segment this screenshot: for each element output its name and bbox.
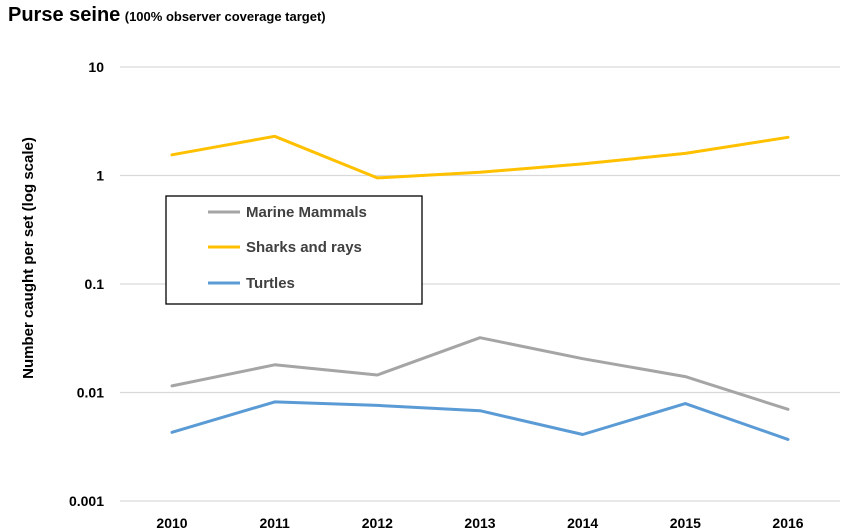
x-axis-tick-labels: 2010 2011 2012 2013 2014 2015 2016 [156,515,803,531]
chart-title-block: Purse seine (100% observer coverage targ… [8,4,326,27]
chart-subtitle: (100% observer coverage target) [124,9,326,24]
x-tick-label: 2016 [772,515,803,531]
y-axis-tick-labels: 10 1 0.1 0.01 0.001 [69,59,104,509]
series-line-turtles [170,400,790,441]
x-tick-label: 2010 [156,515,187,531]
series-line-sharks-and-rays [170,134,790,180]
y-tick-label: 10 [88,59,104,75]
legend-box [165,195,423,305]
y-tick-label: 0.1 [85,276,105,292]
x-tick-label: 2015 [670,515,701,531]
series-line-marine-mammals [170,336,790,411]
series-lines [170,134,790,441]
legend-label-marine-mammals: Marine Mammals [246,204,367,221]
y-tick-label: 1 [96,168,104,184]
legend-label-sharks-and-rays: Sharks and rays [246,239,362,256]
legend-label-turtles: Turtles [246,275,295,292]
x-tick-label: 2014 [567,515,598,531]
legend: Marine Mammals Sharks and rays Turtles [165,195,423,305]
x-tick-label: 2013 [464,515,495,531]
y-tick-label: 0.01 [77,385,104,401]
x-tick-label: 2012 [362,515,393,531]
y-tick-label: 0.001 [69,493,104,509]
y-axis-label: Number caught per set (log scale) [20,137,37,379]
x-tick-label: 2011 [259,515,290,531]
chart-title: Purse seine [8,4,121,26]
